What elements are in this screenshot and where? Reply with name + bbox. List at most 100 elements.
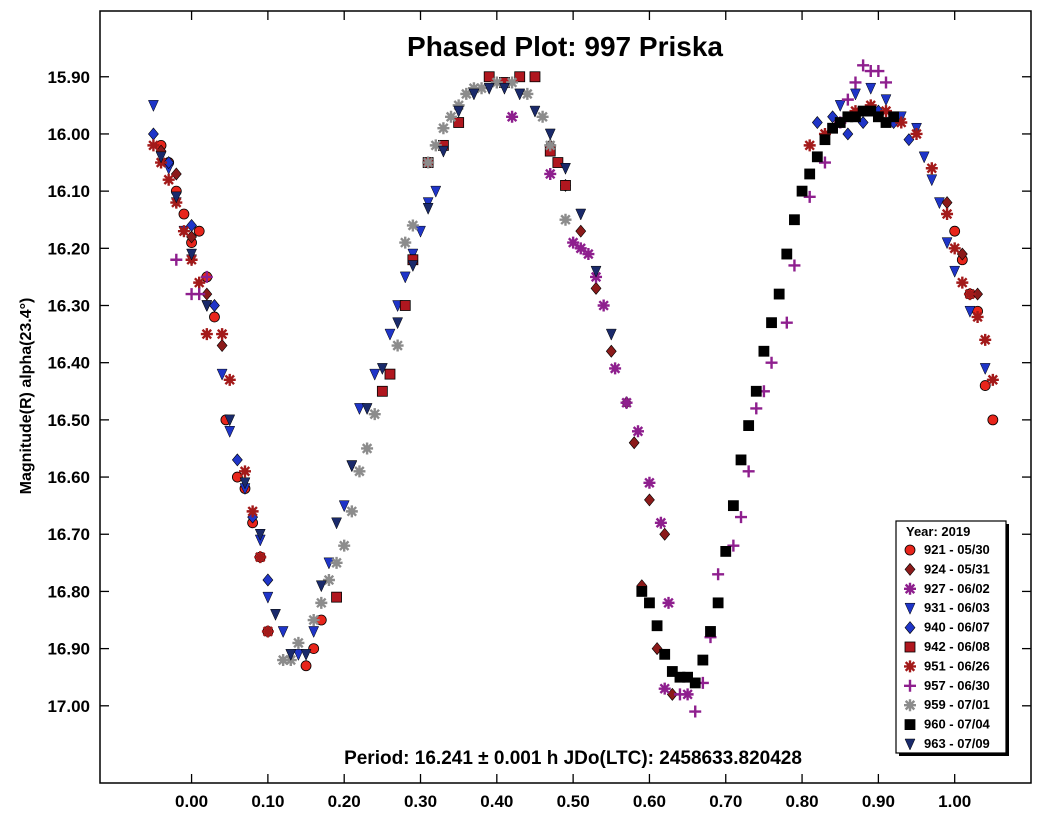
data-point	[636, 586, 648, 597]
legend-entry: 931 - 06/03	[924, 600, 990, 615]
data-point	[681, 688, 694, 701]
y-tick-label: 16.70	[47, 525, 90, 544]
data-point	[155, 151, 167, 164]
data-point	[376, 363, 388, 376]
data-point	[346, 460, 358, 473]
data-point	[331, 517, 342, 530]
y-tick-label: 17.00	[47, 697, 90, 716]
data-point	[834, 100, 846, 112]
y-tick-label: 16.50	[47, 411, 90, 430]
data-point	[193, 288, 206, 301]
x-tick-label: 0.90	[862, 792, 895, 811]
x-tick-label: 1.00	[938, 792, 971, 811]
data-point	[864, 99, 877, 112]
data-point	[239, 477, 251, 490]
data-point	[644, 597, 655, 609]
data-point	[662, 596, 675, 609]
data-point	[654, 516, 667, 529]
data-point	[467, 82, 480, 95]
data-point	[842, 127, 854, 141]
data-point	[727, 500, 739, 512]
data-point	[544, 128, 556, 141]
x-tick-label: 0.30	[404, 792, 437, 811]
data-point	[437, 122, 450, 135]
data-point	[796, 185, 808, 197]
data-point	[262, 591, 274, 604]
data-point	[216, 339, 228, 353]
y-tick-label: 15.90	[47, 68, 90, 87]
data-point	[338, 500, 350, 513]
data-point	[609, 362, 622, 375]
data-point	[170, 253, 183, 266]
legend-marker	[904, 621, 916, 635]
data-point	[246, 505, 259, 518]
data-point	[865, 105, 877, 117]
data-point	[788, 259, 801, 272]
data-point	[743, 420, 755, 431]
data-point	[330, 556, 343, 569]
data-point	[766, 317, 777, 329]
data-point	[712, 568, 725, 581]
data-point	[254, 528, 266, 541]
data-point	[170, 167, 182, 181]
data-point	[422, 203, 434, 215]
data-point	[483, 71, 495, 83]
data-point	[941, 208, 954, 221]
data-point	[368, 408, 381, 421]
data-point	[850, 111, 861, 123]
data-point	[483, 82, 495, 95]
x-tick-label: 0.00	[175, 792, 208, 811]
data-point	[712, 597, 724, 609]
data-point	[750, 402, 763, 415]
data-point	[841, 93, 854, 106]
data-point	[162, 173, 175, 186]
data-point	[849, 105, 862, 118]
data-point	[895, 116, 908, 129]
legend-entry: 960 - 07/04	[924, 717, 991, 732]
plot-frame	[99, 10, 1032, 784]
data-point	[429, 139, 442, 152]
data-point	[963, 288, 976, 301]
data-point	[865, 82, 877, 95]
data-point	[605, 344, 617, 358]
x-tick-label: 0.50	[557, 792, 590, 811]
data-point	[361, 403, 373, 416]
data-point	[277, 654, 290, 667]
data-point	[300, 649, 312, 661]
x-tick-label: 0.40	[480, 792, 513, 811]
data-point	[567, 236, 580, 249]
legend-entry: 963 - 07/09	[924, 736, 990, 751]
data-point	[574, 242, 587, 255]
data-point	[308, 626, 320, 639]
data-point	[575, 224, 587, 238]
data-point	[605, 328, 617, 341]
series-7	[170, 59, 893, 718]
data-point	[689, 677, 701, 689]
legend-title: Year: 2019	[906, 524, 970, 539]
data-point	[201, 300, 213, 313]
data-point	[643, 476, 656, 489]
data-point	[544, 167, 557, 180]
legend: Year: 2019 921 - 05/30 924 - 05/31 927 - 06…	[895, 520, 1009, 756]
data-point	[361, 442, 374, 455]
data-point	[803, 139, 816, 152]
data-point	[216, 368, 228, 381]
data-point	[178, 208, 190, 220]
data-point	[765, 356, 778, 369]
legend-marker	[904, 679, 916, 692]
x-tick-label: 0.70	[709, 792, 742, 811]
data-point	[177, 225, 190, 238]
data-point	[369, 368, 381, 381]
series-2	[506, 110, 694, 701]
data-point	[209, 311, 220, 323]
y-tick-label: 16.60	[47, 468, 90, 487]
data-point	[735, 511, 748, 524]
data-point	[430, 185, 442, 198]
data-point	[880, 76, 893, 89]
data-point	[910, 127, 923, 140]
data-point	[758, 345, 770, 357]
data-point	[949, 225, 961, 237]
legend-entry: 959 - 07/01	[924, 697, 990, 712]
data-point	[651, 620, 663, 632]
